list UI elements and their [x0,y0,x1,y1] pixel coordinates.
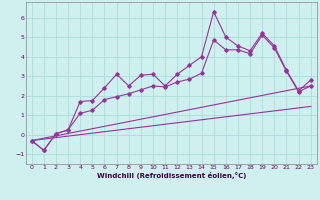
X-axis label: Windchill (Refroidissement éolien,°C): Windchill (Refroidissement éolien,°C) [97,172,246,179]
